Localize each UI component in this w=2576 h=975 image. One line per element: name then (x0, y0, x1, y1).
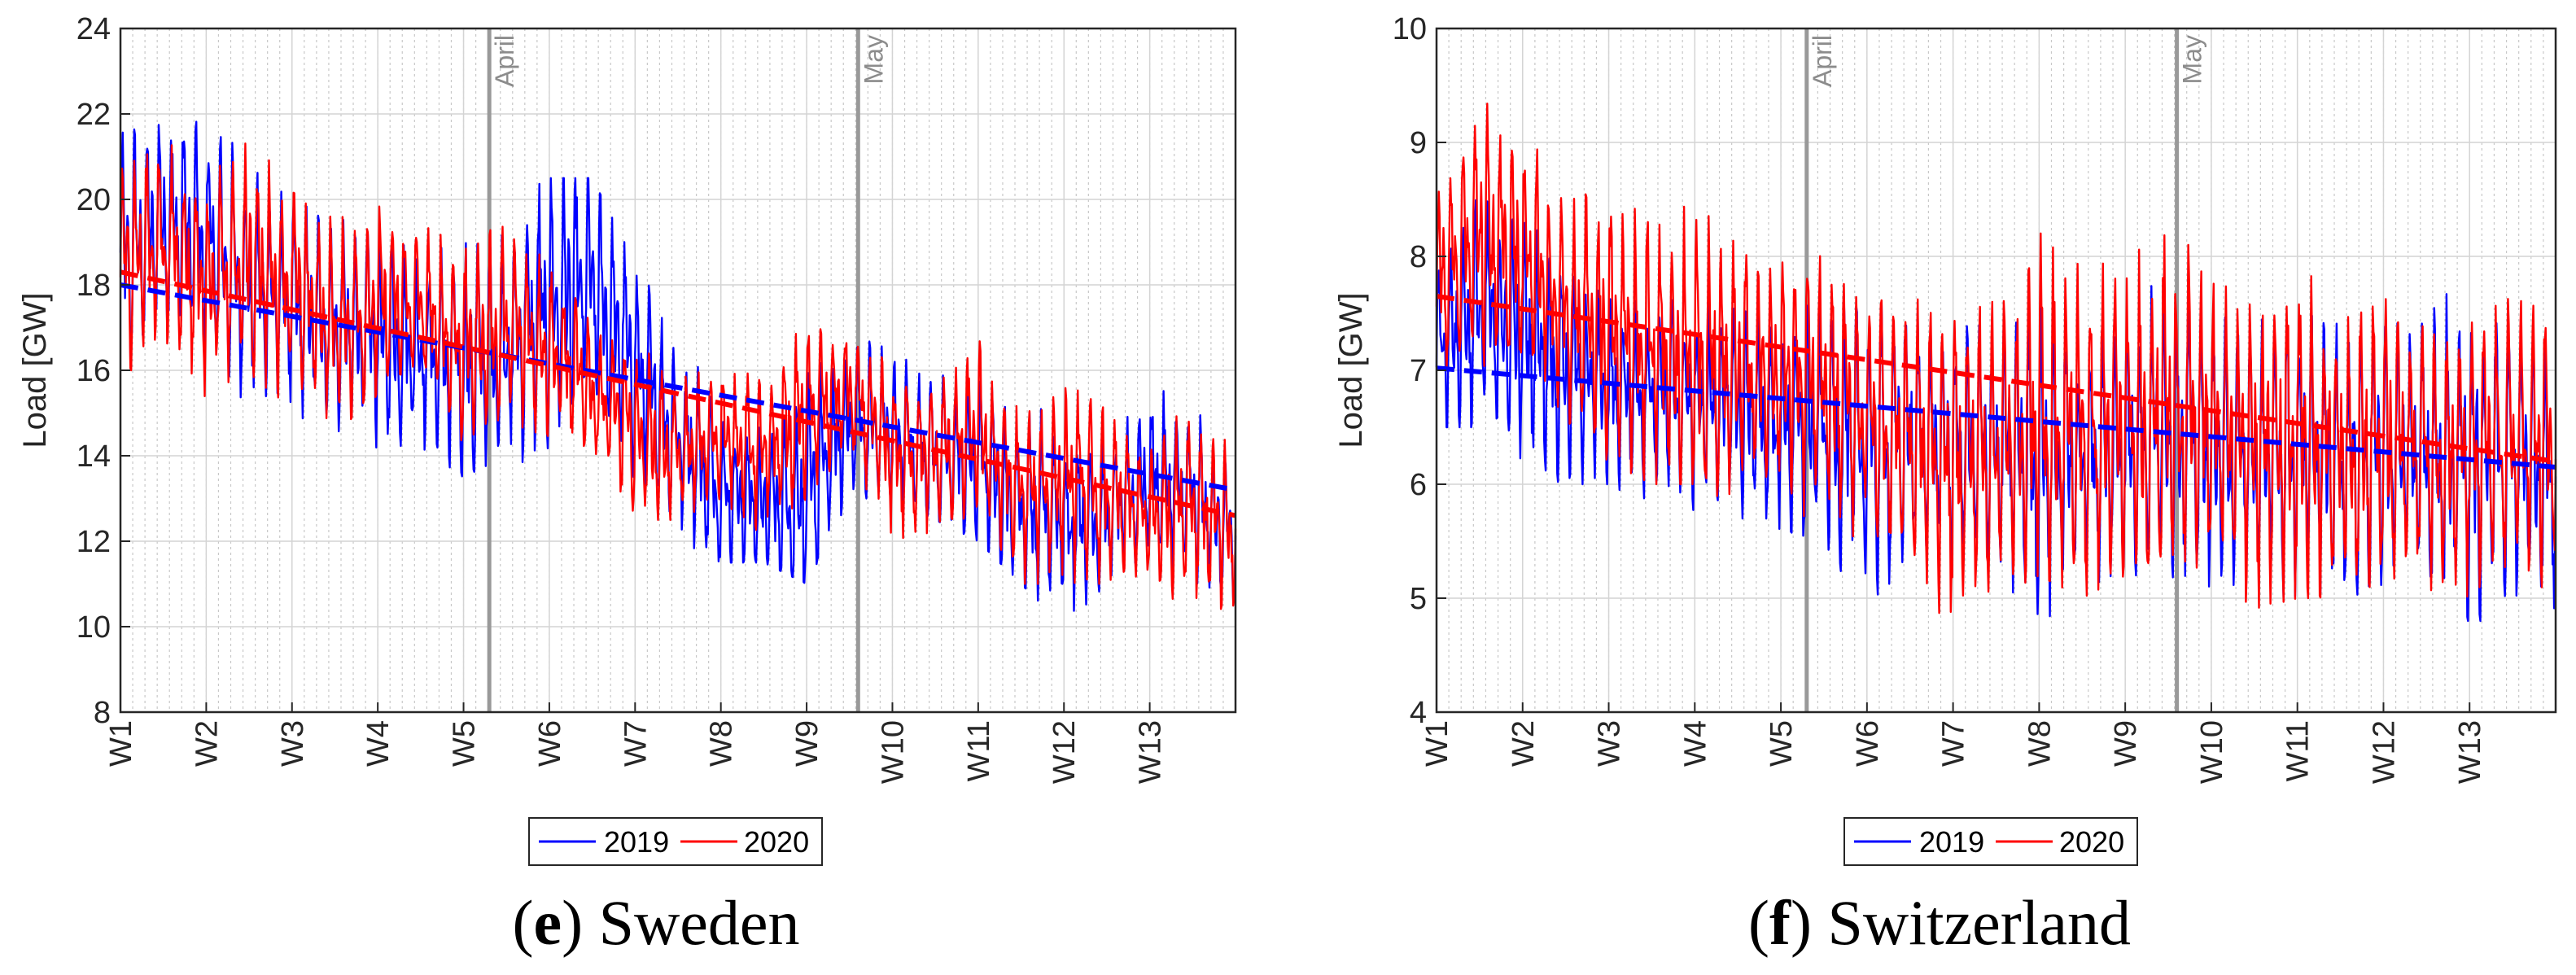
x-tick-label: W4 (1678, 720, 1712, 767)
x-tick-label: W4 (361, 720, 396, 767)
x-tick-label: W9 (790, 720, 824, 767)
series-line-2020 (1435, 103, 2557, 614)
y-tick-label: 22 (77, 98, 111, 132)
x-tick-label: W11 (2281, 720, 2316, 781)
x-tick-label: W7 (619, 720, 653, 767)
x-tick-label: W1 (1420, 720, 1454, 767)
panel-f-legend-2020-label: 2020 (2059, 825, 2124, 859)
x-tick-label: W10 (876, 720, 910, 784)
y-tick-label: 8 (94, 696, 111, 730)
y-tick-label: 12 (77, 525, 111, 559)
y-tick-label: 14 (77, 439, 111, 474)
panel-f-ylabel: Load [GW] (1333, 292, 1369, 448)
panel-f-series (1435, 103, 2557, 623)
month-marker-label: May (2178, 35, 2207, 84)
series-line-2019-trend (120, 282, 1236, 492)
panel-e-legend-2019-label: 2019 (604, 825, 669, 859)
x-tick-label: W13 (2453, 720, 2487, 784)
x-tick-label: W2 (190, 720, 224, 767)
x-tick-label: W1 (104, 720, 138, 767)
panel-e-axes: 8 10 12 14 16 18 20 22 24 W1 W2 W3 W4 W5 W6 W7 W8 W9 W10 W1… (77, 12, 1237, 784)
month-marker-label: April (1808, 35, 1837, 87)
x-tick-label: W6 (533, 720, 567, 767)
x-tick-label: W3 (276, 720, 310, 767)
month-marker-label: May (859, 35, 888, 84)
panel-f-caption-letter: f (1769, 887, 1791, 958)
panel-e-sweden: April May 8 10 12 14 16 18 20 22 24 W1 W2 W3 W4 W5 W6 W7… (17, 12, 1237, 958)
panel-f-legend-2019-label: 2019 (1919, 825, 1984, 859)
panel-f-switzerland: April May 4 5 6 7 8 9 10 W1 W2 W3 W4 W5 W6 W7 W8 W9 W10 W1… (1333, 12, 2557, 958)
series-line-2019-trend (1436, 365, 2556, 470)
x-tick-label: W3 (1593, 720, 1627, 767)
y-tick-label: 4 (1410, 696, 1427, 730)
panel-e-grid (120, 28, 1236, 713)
y-tick-label: 10 (1393, 12, 1427, 46)
x-tick-label: W9 (2109, 720, 2143, 767)
panel-e-legend-2020-label: 2020 (744, 825, 809, 859)
y-tick-label: 20 (77, 183, 111, 217)
x-tick-label: W10 (2195, 720, 2229, 784)
x-tick-label: W8 (2023, 720, 2057, 767)
x-tick-label: W12 (1047, 720, 1082, 784)
x-tick-label: W7 (1937, 720, 1971, 767)
x-tick-label: W11 (962, 720, 996, 781)
x-tick-label: W6 (1851, 720, 1885, 767)
y-tick-label: 18 (77, 269, 111, 303)
panel-e-legend: 2019 2020 (528, 817, 823, 866)
y-tick-label: 16 (77, 354, 111, 388)
x-tick-label: W8 (705, 720, 739, 767)
x-tick-label: W5 (448, 720, 482, 767)
panel-e-month-markers: April May (487, 28, 888, 712)
panel-e-caption-title: Sweden (599, 887, 800, 958)
series-line-2020-trend (120, 269, 1236, 518)
y-tick-label: 9 (1410, 126, 1427, 160)
panel-e-caption-letter: e (533, 887, 562, 958)
x-tick-label: W12 (2367, 720, 2401, 784)
y-tick-label: 24 (77, 12, 111, 46)
y-tick-label: 8 (1410, 240, 1427, 274)
series-line-2020 (119, 142, 1237, 610)
panel-f-legend: 2019 2020 (1843, 817, 2138, 866)
x-tick-label: W13 (1134, 720, 1168, 784)
y-tick-label: 5 (1410, 582, 1427, 616)
y-tick-label: 10 (77, 610, 111, 645)
x-tick-label: W2 (1507, 720, 1541, 767)
y-tick-label: 6 (1410, 468, 1427, 502)
x-tick-label: W5 (1765, 720, 1799, 767)
y-tick-label: 7 (1410, 354, 1427, 388)
month-marker-label: April (490, 35, 519, 87)
panel-e-caption: (e) Sweden (512, 887, 799, 958)
panel-f-axes: 4 5 6 7 8 9 10 W1 W2 W3 W4 W5 W6 W7 W8 W9 W10 W11 W12 W13 (1393, 12, 2557, 784)
panel-f-caption-title: Switzerland (1827, 887, 2131, 958)
panel-e-series (119, 120, 1237, 612)
series-line-2020-trend (1436, 294, 2556, 464)
panel-f-caption: (f) Switzerland (1748, 887, 2131, 958)
panel-e-ylabel: Load [GW] (17, 292, 53, 448)
